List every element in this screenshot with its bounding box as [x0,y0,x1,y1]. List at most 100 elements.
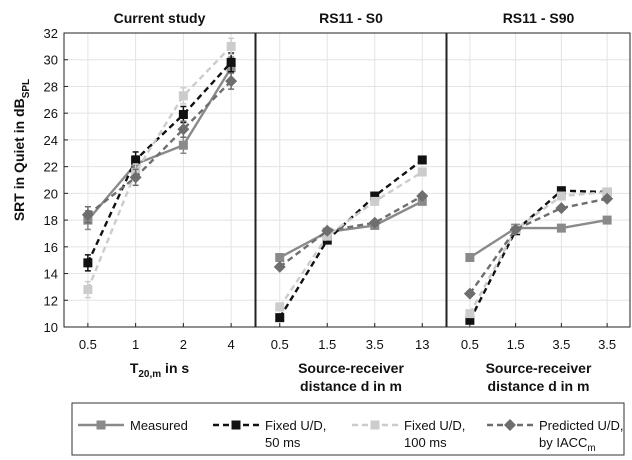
x-tick-label: 13 [415,337,429,352]
data-point [129,171,142,184]
legend-label: Fixed U/D, [404,418,465,433]
x-tick-label: 4 [228,337,235,352]
data-point [225,75,238,88]
y-axis-label-main: SRT in Quiet in dB [11,98,27,221]
data-point [178,140,188,150]
series-line [279,200,423,259]
data-point [275,313,285,323]
x-axis-label: T20,m in s [130,360,190,380]
data-point [275,302,285,312]
y-axis-label: SRT in Quiet in dBSPL [11,79,32,221]
series-line [87,80,232,216]
legend-label-line2: 50 ms [265,435,301,450]
data-point [83,258,93,268]
series-4 [463,192,614,300]
data-point [465,309,475,319]
series-line [279,194,423,268]
series-line [469,218,608,259]
data-point [321,224,334,237]
series-3 [465,187,612,319]
y-tick-label: 12 [44,293,58,308]
legend-label: Fixed U/D, [265,418,326,433]
data-point [83,285,93,295]
legend-box [71,402,625,456]
panel-frame [255,32,447,328]
data-point [602,187,612,197]
panel-3: RS11 - S90 0.5 1.5 3.5 3.5 Source-receiver dis… [446,10,631,394]
x-tick-label: 1.5 [318,337,336,352]
series-1 [465,215,612,263]
x-tick-label: 1.5 [507,337,525,352]
legend-label-line2: 100 ms [404,435,447,450]
y-tick-label: 18 [44,213,58,228]
x-tick-label: 3.5 [366,337,384,352]
x-axis-label-line2: distance d in m [488,378,590,394]
data-point [417,155,427,165]
data-point [555,202,568,215]
legend-marker [504,419,516,431]
series-line [86,67,233,221]
series-3 [83,37,236,299]
series-line [278,158,423,319]
data-point [226,41,236,51]
panel-title: Current study [114,10,206,26]
data-point [226,57,236,67]
data-point [370,196,380,206]
y-tick-label: 16 [44,240,58,255]
data-point [178,91,188,101]
legend-item-2: Fixed U/D, 50 ms [213,418,326,450]
y-tick-label: 14 [44,267,58,282]
y-axis-label-sub: SPL [21,79,32,98]
y-tick-label: 30 [44,53,58,68]
panel-1: Current study1012141618202224262830320.5… [44,10,256,380]
y-tick-label: 24 [44,133,58,148]
x-tick-label: 3.5 [598,337,616,352]
legend-marker [231,420,241,430]
panels: Current study1012141618202224262830320.5… [44,10,631,394]
data-point [463,287,476,300]
series-4 [81,72,238,224]
data-point [81,208,94,221]
panel-title: RS11 - S90 [503,10,575,26]
series-line [468,197,608,295]
panel-frame [63,32,256,328]
panel-2: RS11 - S0 0.5 1.5 3.5 13 Source-receiver dista… [255,10,447,394]
legend-label-line2: by IACCm [539,435,596,454]
data-point [368,216,381,229]
y-tick-label: 20 [44,186,58,201]
y-tick-label: 26 [44,106,58,121]
series-line [86,45,232,291]
x-tick-label: 3.5 [552,337,570,352]
data-point [273,260,286,273]
series-2 [83,52,236,272]
data-point [601,192,614,205]
x-axis-label: Source-receiver [486,360,592,376]
series-2 [275,155,427,323]
x-axis-label: Source-receiver [298,360,404,376]
x-tick-label: 1 [132,337,139,352]
x-tick-label: 0.5 [461,337,479,352]
data-point [275,253,285,263]
data-point [465,315,475,325]
x-axis-label-line2: distance d in m [300,378,402,394]
legend-item-3: Fixed U/D, 100 ms [352,418,465,450]
legend-item-4: Predicted U/D, by IACCm [487,418,624,454]
y-tick-label: 22 [44,160,58,175]
data-point [602,215,612,225]
panel-frame [446,32,631,328]
legend-marker [370,420,380,430]
data-point [131,155,141,165]
legend-item-1: Measured [78,418,188,433]
series-line [278,170,423,308]
legend: Measured Fixed U/D, 50 ms Fixed U/D, 100 ms P… [71,402,625,456]
series-line [468,190,608,315]
data-point [417,167,427,177]
series-line [468,189,608,321]
legend-marker [96,420,106,430]
y-tick-label: 32 [44,26,58,41]
x-tick-label: 0.5 [79,337,97,352]
data-point [178,110,188,120]
data-point [370,191,380,201]
series-line [86,61,233,264]
